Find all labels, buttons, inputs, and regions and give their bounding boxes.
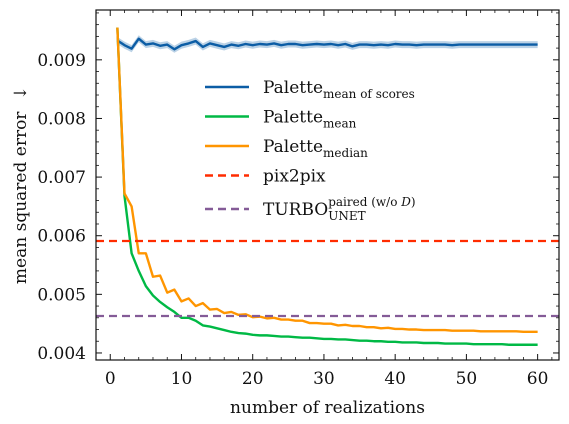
axis-ticks: 0 10 20 30 40 50 60 0.004 0.005 0.006 0.007 0.008 0.…	[37, 10, 559, 389]
x-tick-label: 0	[105, 369, 116, 389]
x-tick-label: 60	[527, 369, 549, 389]
series-line-1	[116, 37, 538, 51]
legend-label: Palettemedian	[263, 137, 368, 160]
legend-label: TURBOpaired (w/o D) UNET	[263, 195, 416, 223]
legend-label-sup: paired (w/o	[328, 195, 401, 209]
y-tick-label: 0.005	[37, 285, 86, 305]
x-tick-label: 20	[242, 369, 264, 389]
y-tick-label: 0.004	[37, 344, 86, 364]
legend-label-main: Palette	[263, 78, 323, 98]
legend-label-sup-close: )	[411, 195, 416, 209]
series-line-2	[116, 27, 538, 346]
legend-label-sub: mean	[323, 117, 357, 131]
y-axis-label-text: mean squared error	[11, 111, 31, 284]
x-tick-label: 30	[313, 369, 335, 389]
y-tick-label: 0.006	[37, 227, 86, 247]
y-tick-label: 0.009	[37, 51, 86, 71]
y-axis-label: mean squared error ↓	[11, 86, 31, 284]
series-line-3	[116, 27, 538, 334]
plot-area	[96, 27, 559, 346]
legend-label-main: Palette	[263, 137, 323, 157]
legend-item-1: Palettemean of scores	[205, 78, 415, 101]
legend-label: Palettemean of scores	[263, 78, 415, 101]
y-tick-label: 0.008	[37, 109, 86, 129]
plot-frame	[95, 9, 560, 361]
y-tick-label: 0.007	[37, 168, 86, 188]
legend-label: pix2pix	[263, 167, 326, 187]
legend-item-4: pix2pix	[205, 167, 326, 187]
legend-label-main: TURBO	[263, 200, 328, 220]
legend-label-sub: UNET	[328, 209, 365, 223]
legend-label-sub: mean of scores	[323, 87, 415, 101]
y-axis-label-arrow: ↓	[11, 86, 31, 100]
x-tick-label: 10	[171, 369, 193, 389]
legend-label-sub: median	[323, 146, 368, 160]
legend-label-main: Palette	[263, 108, 323, 128]
legend-label: Palettemean	[263, 108, 357, 131]
legend-label-sup-script: D	[400, 195, 411, 209]
x-axis-label: number of realizations	[230, 398, 425, 418]
legend-label-main: pix2pix	[263, 167, 326, 187]
legend-item-2: Palettemean	[205, 108, 357, 131]
legend: Palettemean of scoresPalettemeanPalettem…	[205, 78, 416, 223]
x-tick-label: 50	[456, 369, 478, 389]
x-tick-label: 40	[384, 369, 406, 389]
legend-item-5: TURBOpaired (w/o D) UNET	[205, 195, 416, 223]
legend-item-3: Palettemedian	[205, 137, 368, 160]
